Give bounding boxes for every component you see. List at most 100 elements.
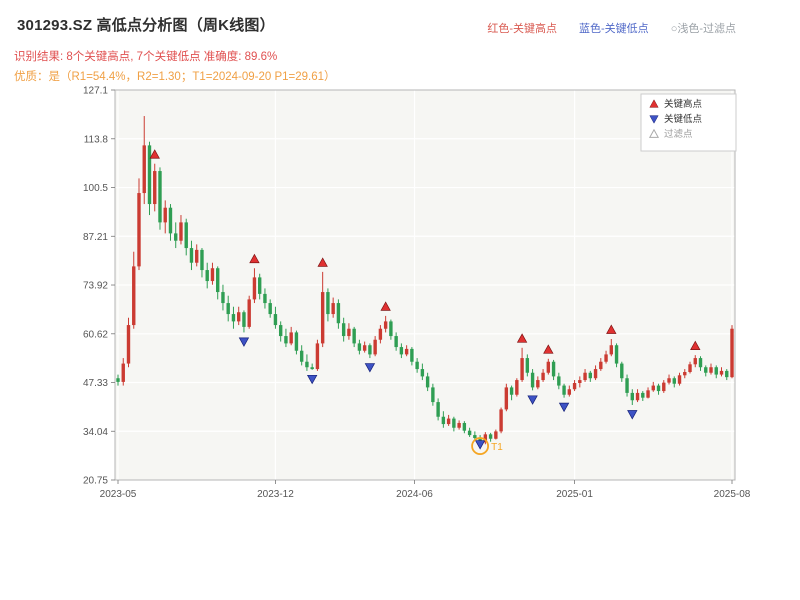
candle-body xyxy=(200,249,204,271)
candle-body xyxy=(310,367,314,370)
page-title: 301293.SZ 高低点分析图（周K线图） xyxy=(17,17,275,34)
legend-key-high-icon xyxy=(649,99,659,108)
candle-body xyxy=(184,222,188,249)
candle-body xyxy=(520,358,524,381)
candle-body xyxy=(667,378,671,383)
t1-circle xyxy=(471,437,490,455)
recognition-result-text: 识别结果: 8个关键高点, 7个关键低点 准确度: 89.6% xyxy=(14,51,278,63)
candle-body xyxy=(578,380,582,384)
candle-body xyxy=(683,372,687,376)
candle-body xyxy=(620,363,624,379)
candle-body xyxy=(410,348,414,362)
candle-body xyxy=(352,328,356,344)
candle-body xyxy=(478,438,482,443)
key-low-marker xyxy=(558,402,570,413)
candle-body xyxy=(210,268,215,282)
candle-body xyxy=(677,375,682,384)
candle-body xyxy=(121,363,125,382)
key-high-marker xyxy=(149,149,160,159)
candle-body xyxy=(704,367,708,373)
candle-body xyxy=(362,345,367,351)
y-tick-label: 113.8 xyxy=(84,134,109,145)
candle-body xyxy=(273,314,278,326)
candle-body xyxy=(536,380,540,388)
candle-body xyxy=(158,171,162,223)
candle-body xyxy=(420,369,425,377)
candle-body xyxy=(499,409,503,432)
candle-body xyxy=(320,292,325,344)
candle-body xyxy=(326,292,330,315)
candle-body xyxy=(725,370,729,378)
candle-body xyxy=(378,328,383,340)
candle-body xyxy=(247,299,251,327)
candle-body xyxy=(294,332,299,351)
candle-body xyxy=(126,325,131,364)
candle-body xyxy=(452,418,456,428)
candle-body xyxy=(132,266,136,326)
candle-body xyxy=(147,145,152,205)
candle-body xyxy=(630,392,634,401)
y-tick-label: 73.92 xyxy=(83,281,108,292)
key-high-marker xyxy=(249,253,260,264)
x-tick-label: 2023-05 xyxy=(100,489,137,500)
candle-body xyxy=(389,321,393,337)
candle-body xyxy=(504,387,509,410)
legend-filter-icon xyxy=(648,128,660,138)
key-high-marker xyxy=(516,333,528,343)
candle-body xyxy=(709,367,713,373)
candle-body xyxy=(530,372,535,388)
candle-body xyxy=(368,345,372,355)
key-high-marker xyxy=(317,257,328,267)
x-tick-label: 2025-08 xyxy=(714,489,751,500)
candle-body xyxy=(509,387,514,395)
candle-body xyxy=(646,390,650,398)
candle-body xyxy=(347,328,351,337)
candle-body xyxy=(404,348,409,355)
candle-body xyxy=(163,207,167,223)
candle-body xyxy=(263,293,267,304)
y-tick-label: 34.04 xyxy=(83,427,108,438)
candle-body xyxy=(153,171,157,205)
candle-body xyxy=(593,369,598,379)
key-low-marker xyxy=(627,410,638,420)
candle-body xyxy=(189,248,194,263)
t1-label: T1 xyxy=(491,442,503,453)
candle-body xyxy=(494,431,498,439)
candle-body xyxy=(651,385,655,391)
y-tick-label: 47.33 xyxy=(83,378,108,389)
candle-body xyxy=(583,372,587,381)
candle-body xyxy=(357,343,362,351)
candle-body xyxy=(467,430,472,436)
candle-body xyxy=(431,387,435,403)
candle-body xyxy=(698,358,703,368)
candle-body xyxy=(231,314,236,322)
x-tick-label: 2025-01 xyxy=(556,489,593,500)
candle-body xyxy=(541,372,545,381)
candle-body xyxy=(588,372,593,379)
candle-body xyxy=(179,222,183,241)
legend-key-low-icon xyxy=(649,115,659,124)
color-legend: 红色-关键高点 蓝色-关键低点 ○浅色-过滤点 xyxy=(487,20,736,36)
candle-body xyxy=(257,277,262,294)
y-axis: 20.75 34.04 47.33 60.62 73.92 87.21 100.5 113.8… xyxy=(83,86,115,487)
candle-body xyxy=(599,361,603,370)
candle-body xyxy=(289,332,293,344)
candle-body xyxy=(305,361,309,368)
y-tick-label: 100.5 xyxy=(83,183,108,194)
candle-body xyxy=(562,385,566,395)
candle-body xyxy=(315,343,320,370)
key-high-marker xyxy=(380,301,391,311)
candle-body xyxy=(656,385,661,392)
candle-body xyxy=(168,207,173,234)
candle-body xyxy=(688,364,692,373)
y-tick-label: 127.1 xyxy=(83,86,108,97)
candle-body xyxy=(278,325,283,337)
candle-body xyxy=(268,303,272,315)
key-low-marker xyxy=(306,374,318,385)
candle-body xyxy=(237,312,241,322)
candle-body xyxy=(394,336,398,348)
key-high-marker xyxy=(543,344,554,354)
candle-body xyxy=(625,378,629,393)
